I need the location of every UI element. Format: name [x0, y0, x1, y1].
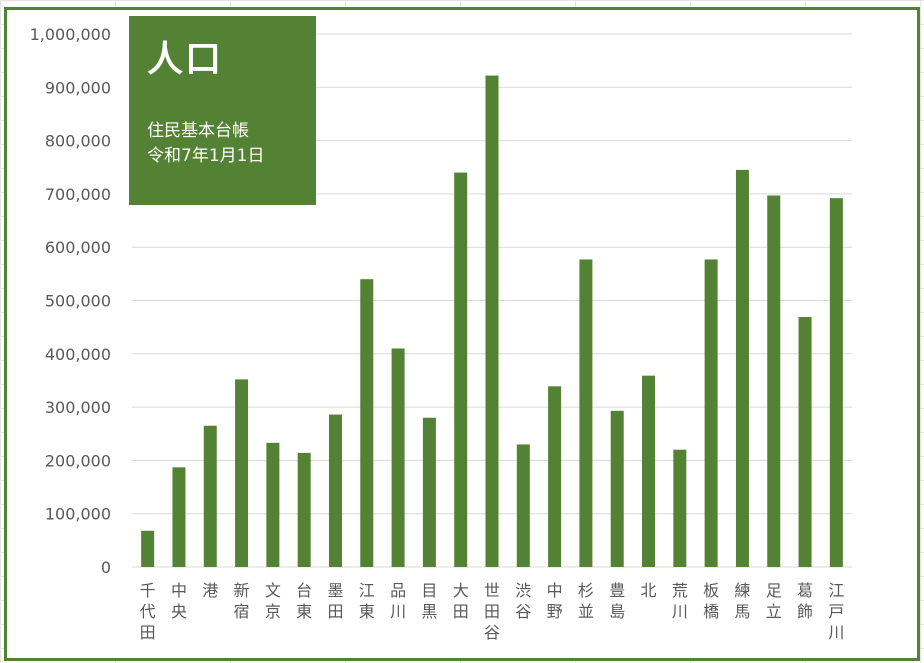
x-tick-label: 墨田 — [327, 581, 343, 621]
x-tick-label: 大田 — [453, 581, 469, 621]
y-tick-label: 0 — [101, 558, 111, 577]
x-tick-label: 中央 — [171, 581, 187, 621]
bar — [235, 379, 249, 567]
bar — [328, 414, 342, 567]
y-tick-label: 900,000 — [45, 78, 111, 97]
chart-title-box: 人口 住民基本台帳 令和7年1月1日 — [129, 16, 316, 205]
x-tick-label: 千代田 — [140, 581, 156, 642]
y-tick-label: 200,000 — [45, 451, 111, 470]
bar — [391, 348, 405, 567]
x-tick-label: 目黒 — [421, 581, 437, 621]
y-tick-label: 600,000 — [45, 238, 111, 257]
x-tick-label: 板橋 — [703, 581, 719, 621]
bar — [735, 169, 749, 568]
bar — [579, 259, 593, 567]
bar — [829, 198, 843, 567]
y-tick-label: 800,000 — [45, 132, 111, 151]
x-tick-label: 文京 — [265, 581, 281, 621]
bar — [673, 449, 687, 567]
y-tick-label: 1,000,000 — [30, 25, 111, 44]
bar — [485, 75, 499, 567]
y-tick-label: 400,000 — [45, 345, 111, 364]
bar — [516, 444, 530, 567]
y-tick-label: 700,000 — [45, 185, 111, 204]
bar — [422, 417, 436, 567]
x-tick-label: 江東 — [359, 581, 375, 621]
bar — [798, 317, 812, 567]
bar — [266, 442, 280, 567]
x-tick-label: 荒川 — [672, 581, 688, 621]
chart-subtitle-date: 令和7年1月1日 — [147, 146, 265, 166]
bar — [704, 259, 718, 567]
bar — [610, 410, 624, 567]
bar — [642, 375, 656, 567]
x-tick-label: 品川 — [390, 581, 406, 621]
y-tick-label: 300,000 — [45, 398, 111, 417]
x-tick-label: 豊島 — [609, 581, 625, 621]
x-tick-label: 新宿 — [234, 581, 250, 621]
bar — [767, 195, 781, 567]
bar — [548, 386, 562, 567]
chart-subtitle-source: 住民基本台帳 — [147, 121, 249, 141]
x-tick-label: 中野 — [547, 581, 563, 621]
x-tick-label: 練馬 — [734, 581, 750, 621]
bar — [360, 279, 374, 567]
x-tick-label: 足立 — [766, 581, 782, 621]
x-tick-label: 葛飾 — [797, 581, 813, 621]
bar — [297, 452, 311, 567]
bar-chart: 0 100,000 200,000 300,000 400,000 500,000 600,… — [30, 25, 852, 642]
chart-title: 人口 — [147, 39, 224, 80]
bar — [172, 467, 186, 567]
bar — [141, 530, 155, 567]
bar — [454, 172, 468, 567]
y-tick-label: 500,000 — [45, 292, 111, 311]
x-tick-label: 江戸川 — [828, 581, 844, 642]
x-tick-label: 北 — [641, 581, 657, 600]
x-tick-label: 世田谷 — [484, 581, 500, 642]
x-tick-label: 渋谷 — [515, 581, 531, 621]
bar — [203, 425, 217, 567]
x-tick-label: 港 — [202, 581, 218, 600]
y-tick-label: 100,000 — [45, 505, 111, 524]
x-tick-label: 杉並 — [578, 581, 594, 621]
x-tick-label: 台東 — [296, 581, 312, 621]
